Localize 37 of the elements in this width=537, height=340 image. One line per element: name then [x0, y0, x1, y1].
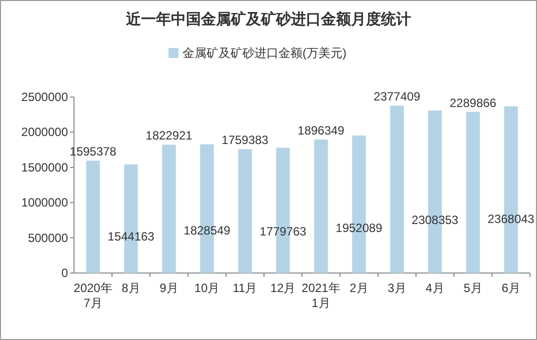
bar	[466, 112, 480, 273]
data-label: 2368043	[488, 212, 535, 226]
x-tick-label: 9月	[160, 281, 178, 295]
x-tick-label: 2020年 7月	[74, 281, 112, 310]
x-tick-label: 12月	[270, 281, 296, 295]
y-tick-label: 1500000	[21, 160, 68, 174]
legend-label: 金属矿及矿砂进口金额(万美元)	[182, 46, 346, 60]
bar	[86, 160, 100, 273]
y-tick-label: 2000000	[21, 125, 68, 140]
data-label: 2377409	[374, 90, 421, 104]
y-tick-label: 0	[61, 266, 68, 280]
chart-title: 近一年中国金属矿及矿砂进口金额月度统计	[125, 10, 411, 28]
bar	[162, 144, 176, 273]
y-tick-label: 500000	[28, 230, 68, 245]
x-tick-label: 10月	[194, 281, 220, 295]
data-label: 1544163	[108, 229, 155, 244]
x-tick-label: 4月	[426, 281, 444, 295]
bar	[390, 106, 404, 273]
x-tick-label: 6月	[502, 281, 520, 295]
bar	[238, 149, 252, 273]
data-label: 1952089	[336, 220, 383, 235]
bar	[314, 139, 328, 273]
data-label: 1828549	[184, 223, 231, 238]
data-label: 1822921	[146, 128, 193, 143]
data-label: 2289866	[450, 96, 497, 110]
data-label: 1896349	[298, 123, 345, 138]
x-tick-label: 3月	[388, 281, 406, 295]
data-label: 1779763	[260, 224, 307, 238]
x-tick-label: 8月	[122, 281, 140, 295]
x-tick-label: 5月	[464, 281, 482, 295]
x-tick-label: 2月	[350, 281, 368, 295]
y-tick-label: 1000000	[21, 196, 68, 210]
data-label: 1759383	[222, 133, 269, 148]
x-tick-label: 2021年 1月	[302, 281, 340, 310]
data-label: 2308353	[412, 213, 459, 228]
x-tick-label: 11月	[232, 281, 258, 295]
y-tick-label: 2500000	[21, 90, 68, 104]
